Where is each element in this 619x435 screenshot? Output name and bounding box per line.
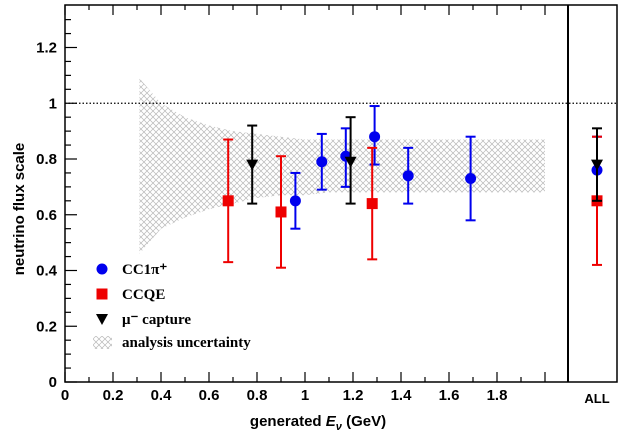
- uncertainty-band-layer: [139, 78, 545, 254]
- legend-marker-square: [96, 288, 108, 300]
- data-point-square: [275, 155, 287, 269]
- y-tick-label: 0: [49, 374, 57, 391]
- tick-labels: 0 0.2 0.4 0.6 0.8 1 1.2 1.4 1.6 1.8 ALL 0 0.2 0.4 0.6 0…: [36, 40, 610, 407]
- y-tick-label: 0.4: [36, 263, 58, 280]
- marker-circle: [465, 173, 477, 185]
- legend: CC1π⁺ CCQE μ⁻ capture analysis uncertainty: [93, 262, 251, 351]
- legend-label: CCQE: [122, 287, 165, 303]
- data-point-triangle-down: [344, 116, 357, 205]
- data-point-circle: [316, 132, 328, 191]
- y-tick-label: 0.8: [36, 151, 57, 168]
- marker-circle: [402, 170, 414, 182]
- marker-triangle-down: [344, 156, 357, 168]
- x-tick-label: 1.6: [439, 387, 460, 404]
- data-point-circle: [465, 135, 477, 222]
- marker-circle: [289, 195, 301, 207]
- data-point-circle: [402, 146, 414, 205]
- data-point-triangle-down: [246, 124, 259, 205]
- marker-square: [222, 195, 234, 207]
- x-tick-label: 1.2: [343, 387, 364, 404]
- x-tick-label-all: ALL: [584, 391, 609, 406]
- x-tick-label: 0.4: [151, 387, 173, 404]
- axis-ticks: [64, 5, 546, 383]
- x-axis-title: generated Eν (GeV): [250, 413, 386, 433]
- data-point-triangle-down: [591, 127, 603, 202]
- x-tick-label: 0.6: [199, 387, 220, 404]
- y-tick-label: 0.2: [36, 318, 57, 335]
- x-tick-label: 0.2: [103, 387, 124, 404]
- y-tick-label: 1.2: [36, 40, 57, 57]
- x-tick-label: 0.8: [247, 387, 268, 404]
- legend-marker-triangle-down: [96, 314, 108, 325]
- data-marks: [222, 105, 603, 269]
- marker-square: [366, 198, 378, 210]
- uncertainty-band: [139, 78, 545, 254]
- x-tick-label: 0: [61, 387, 69, 404]
- x-tick-label: 1: [301, 387, 309, 404]
- y-axis-title: neutrino flux scale: [11, 143, 28, 276]
- legend-band-swatch: [93, 336, 112, 349]
- x-tick-label: 1.8: [487, 387, 508, 404]
- legend-marker-circle: [96, 263, 108, 275]
- legend-label: μ⁻ capture: [122, 312, 191, 328]
- plot-frame: [64, 4, 618, 383]
- data-point-square: [222, 138, 234, 264]
- x-tick-label: 1.4: [391, 387, 413, 404]
- marker-circle: [369, 131, 381, 143]
- axes-box: [64, 4, 618, 383]
- y-tick-label: 0.6: [36, 207, 57, 224]
- data-point-square: [366, 146, 378, 261]
- marker-square: [275, 206, 287, 218]
- data-point-circle: [289, 171, 301, 230]
- marker-triangle-down: [591, 159, 603, 171]
- y-tick-label: 1: [49, 95, 57, 112]
- legend-label: analysis uncertainty: [122, 335, 251, 351]
- marker-triangle-down: [246, 159, 259, 171]
- marker-circle: [316, 156, 328, 168]
- legend-label: CC1π⁺: [122, 262, 167, 278]
